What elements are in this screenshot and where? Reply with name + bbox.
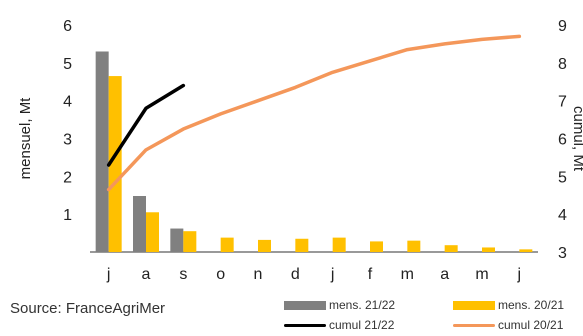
line-cumul-2021 [106,34,522,192]
y-right-tick-label: 7 [558,94,567,111]
bar-mens-2122 [95,51,109,252]
x-tick-label: m [475,266,488,283]
legend-label-mens-2021: mens. 20/21 [498,298,565,312]
bar-mens-2122 [170,228,184,252]
bar-mens-2021 [146,212,159,252]
bar-mens-2021 [295,238,309,252]
y-right-tick-label: 3 [558,245,567,262]
x-tick-label: d [291,266,300,283]
x-tick-label: j [517,266,522,283]
y-left-tick-label: 1 [63,207,72,224]
bar-mens-2122 [133,196,146,252]
x-tick-label: m [401,266,414,283]
y-left-tick-label: 5 [63,56,72,73]
x-tick-label: a [440,266,449,283]
y-right-tick-label: 5 [558,169,567,186]
y-left-tick-label: 6 [63,18,72,35]
line-cumul-2122 [106,83,186,167]
bar-mens-2021 [220,237,234,252]
bar-mens-2021 [258,239,271,252]
x-tick-label: n [254,266,263,283]
legend-cumul-2122: cumul 21/22 [284,318,394,332]
x-tick-label: j [330,266,335,283]
bar-mens-2021 [370,241,383,252]
legend-label-mens-2122: mens. 21/22 [329,298,396,312]
legend-mens-2021: mens. 20/21 [453,298,564,312]
bar-mens-2021 [482,247,495,252]
y-left-tick-label: 3 [63,132,72,149]
y-right-tick-label: 6 [558,132,567,149]
y-left-axis-title: mensuel, Mt [17,97,34,180]
legend-cumul-2021: cumul 20/21 [453,318,563,332]
legend-swatch-cumul-2021 [453,323,495,327]
y-right-tick-label: 4 [558,207,567,224]
legend-label-cumul-2021: cumul 20/21 [498,318,564,332]
bar-mens-2021 [444,245,458,252]
x-tick-label: a [142,266,151,283]
y-right-tick-label: 8 [558,56,567,73]
x-tick-label: j [106,266,111,283]
y-right-axis-title: cumul, Mt [570,106,583,172]
x-tick-label: s [179,266,187,283]
bar-mens-2021 [407,240,421,252]
bar-mens-2021 [183,231,197,252]
bar-mens-2021 [108,76,122,252]
legend-mens-2122: mens. 21/22 [284,298,395,312]
bar-mens-2021 [332,237,346,252]
x-tick-label: f [368,266,373,283]
legend-swatch-mens-2021 [453,300,495,310]
y-left-tick-label: 2 [63,169,72,186]
legend-swatch-cumul-2122 [284,323,326,327]
y-right-tick-label: 9 [558,18,567,35]
legend-label-cumul-2122: cumul 21/22 [329,318,395,332]
bar-mens-2021 [519,249,533,252]
legend-swatch-mens-2122 [284,300,326,310]
y-left-tick-label: 4 [63,94,72,111]
x-tick-label: o [216,266,225,283]
source-note: Source: FranceAgriMer [10,300,166,317]
